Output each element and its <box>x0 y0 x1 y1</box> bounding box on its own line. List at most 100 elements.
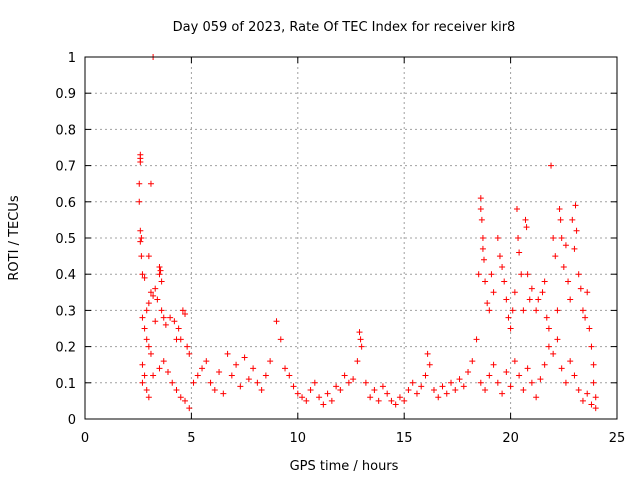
data-point <box>592 405 599 412</box>
data-point <box>486 372 493 379</box>
data-point <box>141 372 148 379</box>
y-tick-label: 0 <box>68 413 76 428</box>
data-point <box>156 263 163 270</box>
data-point <box>138 235 145 241</box>
data-point <box>584 289 591 296</box>
data-point <box>443 390 450 397</box>
y-tick-label: 0.7 <box>55 160 76 175</box>
data-point <box>179 307 186 314</box>
data-point <box>548 162 555 169</box>
data-point <box>216 368 223 375</box>
data-point <box>484 300 491 307</box>
data-point <box>143 387 150 394</box>
data-point <box>469 358 476 365</box>
data-point <box>507 325 514 332</box>
data-point <box>550 350 557 357</box>
data-point <box>413 390 420 397</box>
data-point <box>545 325 552 332</box>
data-point <box>565 278 572 285</box>
data-point <box>479 245 486 252</box>
data-point <box>139 379 146 386</box>
data-point <box>478 216 485 223</box>
data-point <box>509 307 516 314</box>
data-point <box>182 311 189 318</box>
data-point <box>145 253 152 260</box>
data-point <box>139 271 146 278</box>
data-point <box>477 195 484 202</box>
chart-title: Day 059 of 2023, Rate Of TEC Index for r… <box>173 20 516 35</box>
data-point <box>173 387 180 394</box>
y-axis: 0 0.1 0.2 0.3 0.4 0.5 0.6 0.7 0.8 0.9 1 <box>55 51 617 428</box>
y-tick-label: 0.6 <box>55 196 76 211</box>
data-point <box>175 325 182 332</box>
data-point <box>220 390 227 397</box>
data-point <box>558 365 565 372</box>
data-point <box>482 278 489 285</box>
data-point <box>241 354 248 361</box>
data-point <box>401 397 408 404</box>
data-point <box>575 271 582 278</box>
data-point <box>494 379 501 386</box>
data-point <box>579 397 586 404</box>
data-point <box>554 336 561 343</box>
data-point <box>143 307 150 314</box>
data-point <box>494 235 501 241</box>
data-point <box>194 372 201 379</box>
data-point <box>477 379 484 386</box>
data-point <box>203 358 210 365</box>
data-point <box>560 263 567 270</box>
data-point <box>590 379 597 386</box>
data-point <box>357 336 364 343</box>
data-point <box>452 387 459 394</box>
data-point <box>488 271 495 278</box>
data-point <box>418 383 425 390</box>
data-point <box>523 224 530 231</box>
data-point <box>294 390 301 397</box>
data-point <box>320 401 327 408</box>
data-point <box>588 343 595 350</box>
data-point <box>496 253 503 260</box>
data-point <box>137 238 144 245</box>
data-point <box>267 358 274 365</box>
y-tick-label: 0.8 <box>55 123 76 138</box>
data-point <box>473 336 480 343</box>
data-point <box>435 394 442 401</box>
x-tick-label: 5 <box>187 431 195 446</box>
data-point <box>424 350 431 357</box>
data-point <box>282 365 289 372</box>
data-point <box>152 318 159 325</box>
data-point <box>507 383 514 390</box>
data-point <box>405 387 412 394</box>
data-point <box>520 307 527 314</box>
data-point <box>286 372 293 379</box>
data-point <box>138 253 145 260</box>
data-point <box>324 390 331 397</box>
data-point <box>460 383 467 390</box>
data-point <box>518 271 525 278</box>
data-point <box>592 394 599 401</box>
data-point <box>311 379 318 386</box>
data-point <box>448 379 455 386</box>
data-point <box>273 318 280 325</box>
data-point <box>152 285 159 292</box>
data-point <box>162 321 169 328</box>
data-point <box>328 397 335 404</box>
data-point <box>139 314 146 321</box>
x-tick-label: 0 <box>81 431 89 446</box>
y-axis-label: ROTI / TECUs <box>7 195 22 280</box>
data-point <box>528 285 535 292</box>
data-point <box>173 336 180 343</box>
data-point <box>384 390 391 397</box>
grid-lines <box>85 57 617 419</box>
data-point <box>579 307 586 314</box>
data-point <box>167 314 174 321</box>
x-tick-label: 20 <box>502 431 519 446</box>
data-point <box>147 180 154 187</box>
y-tick-label: 1 <box>68 51 76 66</box>
y-tick-label: 0.5 <box>55 232 76 247</box>
data-point <box>147 289 154 296</box>
data-point <box>588 401 595 408</box>
data-point <box>207 379 214 386</box>
data-point <box>354 358 361 365</box>
data-point <box>375 397 382 404</box>
